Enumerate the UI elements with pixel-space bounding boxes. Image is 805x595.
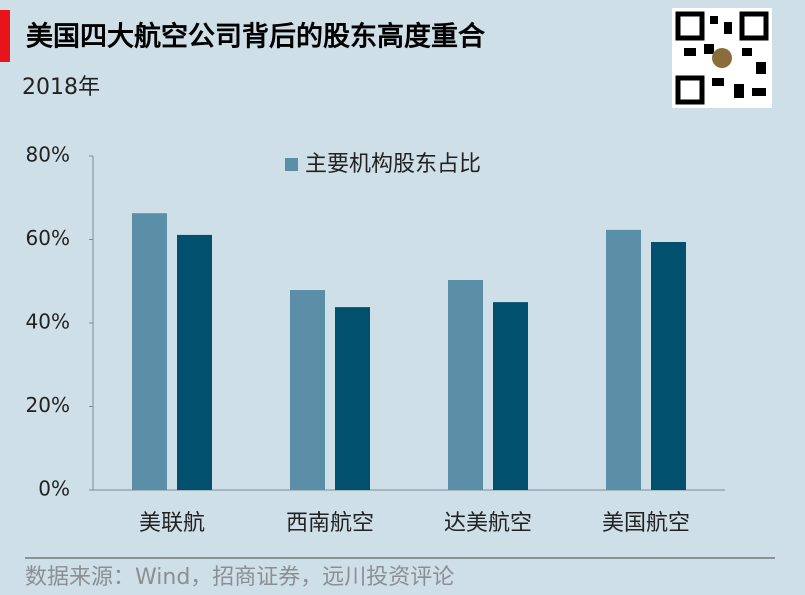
- x-tick-label: 美国航空: [602, 511, 690, 536]
- subtitle: 2018年: [22, 75, 100, 100]
- bar: [335, 307, 370, 490]
- x-tick-label: 达美航空: [444, 511, 532, 536]
- legend-label: 主要机构股东占比: [305, 152, 481, 177]
- title-marker: [0, 10, 10, 62]
- bar: [493, 302, 528, 490]
- source-note: 数据来源：Wind，招商证券，远川投资评论: [25, 565, 454, 590]
- bar: [448, 279, 483, 490]
- y-tick-label: 20%: [26, 393, 70, 417]
- bar: [132, 213, 167, 490]
- bar: [290, 290, 325, 490]
- y-tick-label: 80%: [26, 143, 70, 167]
- bar: [177, 234, 212, 490]
- y-tick-label: 0%: [38, 477, 70, 501]
- legend-swatch: [285, 158, 298, 171]
- x-tick-label: 西南航空: [286, 511, 374, 536]
- chart-title: 美国四大航空公司背后的股东高度重合: [26, 21, 485, 53]
- bar: [606, 229, 641, 490]
- y-tick-label: 40%: [26, 310, 70, 334]
- bar: [651, 242, 686, 490]
- qr-code: [672, 8, 772, 108]
- x-tick-label: 美联航: [139, 511, 205, 536]
- y-tick-label: 60%: [26, 226, 70, 250]
